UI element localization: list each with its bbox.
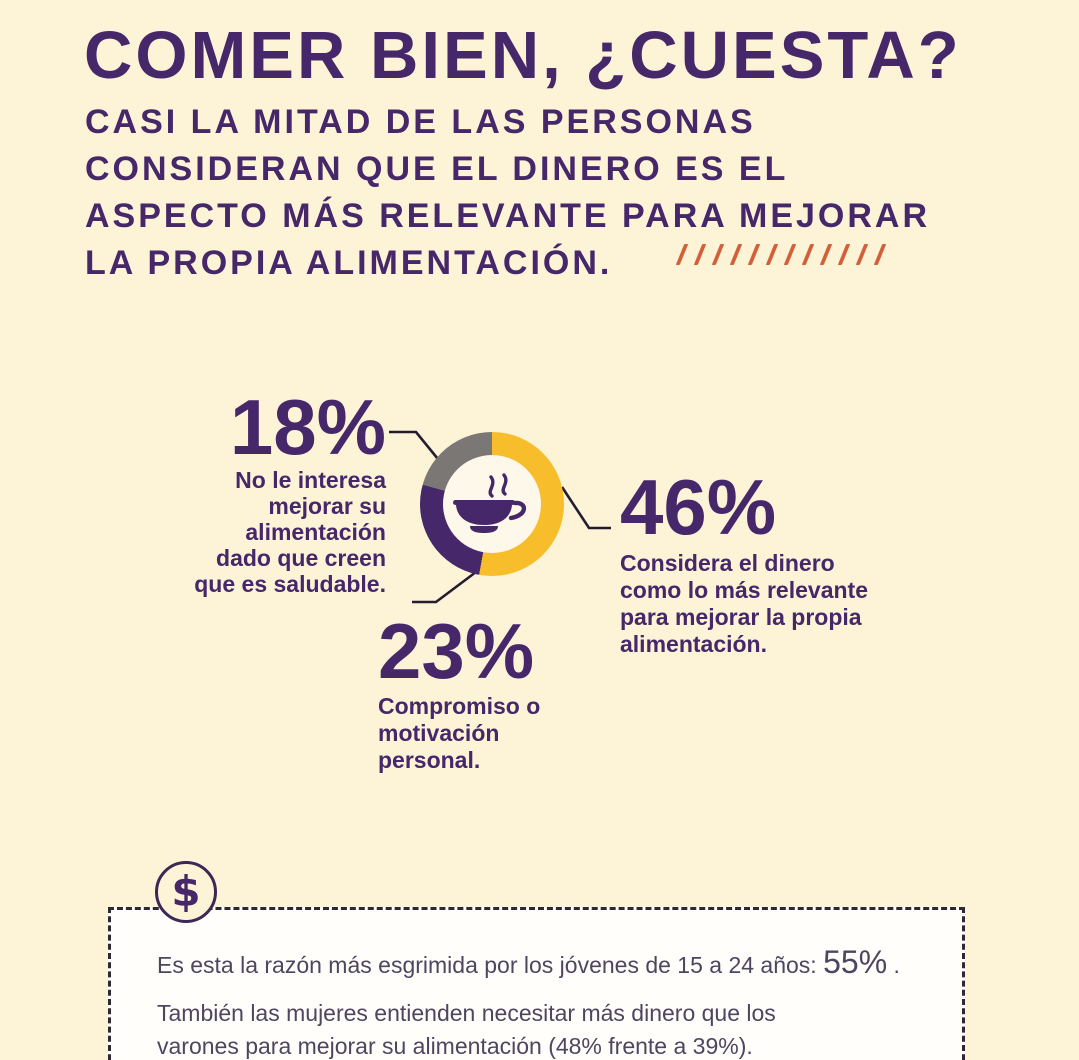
footnote-line-1-suffix: .	[887, 952, 900, 978]
footnote-line-1-stat: 55%	[823, 944, 888, 980]
stat-no-interest-value: 18%	[229, 383, 386, 471]
slash-decoration	[675, 243, 896, 265]
dollar-symbol: $	[171, 867, 201, 916]
stat-money-desc: Considera el dinero como lo más relevant…	[620, 550, 868, 657]
stat-no-interest: 18% No le interesa mejorar su alimentaci…	[146, 383, 386, 597]
stat-motivation: 23% Compromiso o motivación personal.	[378, 607, 638, 774]
footnote-line-1-text: Es esta la razón más esgrimida por los j…	[157, 952, 824, 978]
page-subtitle: CASI LA MITAD DE LAS PERSONAS CONSIDERAN…	[85, 103, 931, 282]
stat-money-value: 46%	[620, 463, 777, 551]
stat-money: 46% Considera el dinero como lo más rele…	[620, 463, 920, 658]
footnote-line-2: También las mujeres entienden necesitar …	[157, 1000, 776, 1059]
donut-chart	[420, 432, 564, 576]
stat-no-interest-desc: No le interesa mejorar su alimentación d…	[194, 467, 386, 597]
stat-motivation-value: 23%	[378, 607, 535, 695]
footnote-box: Es esta la razón más esgrimida por los j…	[108, 907, 965, 1060]
page-title: COMER BIEN, ¿CUESTA?	[84, 18, 962, 93]
footnote-line-1: Es esta la razón más esgrimida por los j…	[157, 944, 962, 980]
soup-bowl-icon	[453, 473, 527, 533]
stat-motivation-desc: Compromiso o motivación personal.	[378, 693, 541, 773]
dollar-icon: $	[155, 861, 217, 923]
